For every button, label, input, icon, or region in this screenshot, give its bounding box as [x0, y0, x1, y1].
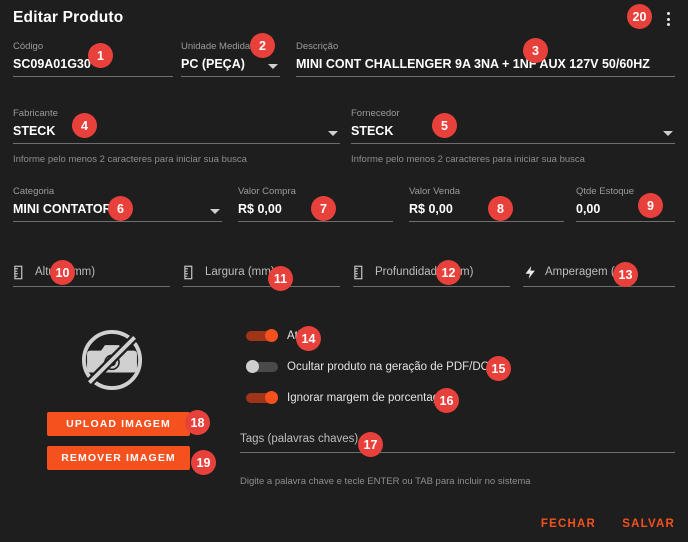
- valor-venda-label: Valor Venda: [409, 186, 461, 197]
- annotation-badge-19: 19: [191, 450, 216, 475]
- chevron-down-icon[interactable]: [210, 209, 220, 214]
- annotation-badge-1: 1: [88, 43, 113, 68]
- codigo-value: SC09A01G30: [13, 57, 91, 71]
- annotation-badge-13: 13: [613, 262, 638, 287]
- fornecedor-label: Fornecedor: [351, 108, 400, 119]
- annotation-badge-12: 12: [436, 260, 461, 285]
- fabricante-label: Fabricante: [13, 108, 58, 119]
- annotation-badge-17: 17: [358, 432, 383, 457]
- ruler-icon: [183, 265, 198, 280]
- annotation-badge-11: 11: [268, 266, 293, 291]
- categoria-value: MINI CONTATOR: [13, 202, 112, 216]
- largura-input[interactable]: Largura (mm): [183, 262, 340, 287]
- annotation-badge-7: 7: [311, 196, 336, 221]
- codigo-underline: [13, 76, 173, 77]
- annotation-badge-18: 18: [185, 410, 210, 435]
- descricao-field[interactable]: Descrição MINI CONT CHALLENGER 9A 3NA + …: [296, 41, 675, 77]
- annotation-badge-2: 2: [250, 33, 275, 58]
- toggle-ignorar-margem-label: Ignorar margem de porcentagem: [287, 391, 456, 404]
- toggle-switch[interactable]: [246, 360, 278, 373]
- fabricante-underline: [13, 143, 340, 144]
- fornecedor-hint: Informe pelo menos 2 caracteres para ini…: [351, 154, 585, 165]
- ruler-icon: [353, 265, 368, 280]
- valor-compra-field[interactable]: Valor Compra R$ 0,00: [238, 186, 393, 222]
- fabricante-hint: Informe pelo menos 2 caracteres para ini…: [13, 154, 247, 165]
- altura-input[interactable]: Altura (mm): [13, 262, 170, 287]
- kebab-menu-icon[interactable]: [661, 10, 675, 28]
- profundidade-underline: [353, 286, 510, 287]
- codigo-label: Código: [13, 41, 44, 52]
- annotation-badge-6: 6: [108, 196, 133, 221]
- page-title: Editar Produto: [13, 9, 124, 26]
- largura-placeholder: Largura (mm): [205, 266, 275, 278]
- ruler-icon: [13, 265, 28, 280]
- amperagem-placeholder: Amperagem (A): [545, 266, 627, 278]
- descricao-value: MINI CONT CHALLENGER 9A 3NA + 1NF AUX 12…: [296, 57, 650, 71]
- annotation-badge-10: 10: [50, 260, 75, 285]
- qtde-estoque-underline: [576, 221, 675, 222]
- qtde-estoque-label: Qtde Estoque: [576, 186, 635, 197]
- valor-compra-label: Valor Compra: [238, 186, 296, 197]
- remove-image-button[interactable]: REMOVER IMAGEM: [47, 446, 190, 470]
- descricao-underline: [296, 76, 675, 77]
- codigo-field[interactable]: Código SC09A01G30: [13, 41, 173, 77]
- lightning-bolt-icon: [523, 265, 538, 280]
- toggle-switch[interactable]: [246, 391, 278, 404]
- annotation-badge-5: 5: [432, 113, 457, 138]
- annotation-badge-20: 20: [627, 4, 652, 29]
- unidade-medida-underline: [181, 76, 280, 77]
- fabricante-select[interactable]: Fabricante STECK: [13, 108, 340, 144]
- toggle-switch[interactable]: [246, 329, 278, 342]
- categoria-underline: [13, 221, 222, 222]
- product-image-placeholder: [47, 320, 177, 400]
- valor-compra-value: R$ 0,00: [238, 202, 282, 216]
- annotation-badge-3: 3: [523, 38, 548, 63]
- qtde-estoque-value: 0,00: [576, 202, 601, 216]
- toggle-ocultar-pdf-label: Ocultar produto na geração de PDF/DOCX: [287, 360, 506, 373]
- upload-image-button[interactable]: UPLOAD IMAGEM: [47, 412, 190, 436]
- unidade-medida-value: PC (PEÇA): [181, 57, 245, 71]
- toggle-ignorar-margem[interactable]: Ignorar margem de porcentagem: [246, 391, 455, 404]
- annotation-badge-16: 16: [434, 388, 459, 413]
- tags-placeholder: Tags (palavras chaves): [240, 433, 359, 445]
- tags-underline: [240, 452, 675, 453]
- valor-venda-underline: [409, 221, 564, 222]
- chevron-down-icon[interactable]: [663, 131, 673, 136]
- altura-underline: [13, 286, 170, 287]
- amperagem-underline: [523, 286, 675, 287]
- largura-underline: [183, 286, 340, 287]
- close-button[interactable]: FECHAR: [540, 518, 596, 530]
- annotation-badge-9: 9: [638, 193, 663, 218]
- profundidade-input[interactable]: Profundidade (mm): [353, 262, 510, 287]
- dialog-header: Editar Produto: [0, 0, 688, 36]
- fornecedor-value: STECK: [351, 124, 394, 138]
- tags-input[interactable]: Tags (palavras chaves): [240, 433, 675, 453]
- valor-venda-value: R$ 0,00: [409, 202, 453, 216]
- fornecedor-select[interactable]: Fornecedor STECK: [351, 108, 675, 144]
- chevron-down-icon[interactable]: [328, 131, 338, 136]
- annotation-badge-8: 8: [488, 196, 513, 221]
- categoria-select[interactable]: Categoria MINI CONTATOR: [13, 186, 222, 222]
- qtde-estoque-field[interactable]: Qtde Estoque 0,00: [576, 186, 675, 222]
- no-camera-icon: [81, 329, 143, 391]
- fornecedor-underline: [351, 143, 675, 144]
- descricao-label: Descrição: [296, 41, 339, 52]
- unidade-medida-select[interactable]: Unidade Medida PC (PEÇA): [181, 41, 280, 77]
- chevron-down-icon[interactable]: [268, 64, 278, 69]
- annotation-badge-4: 4: [72, 113, 97, 138]
- amperagem-input[interactable]: Amperagem (A): [523, 262, 675, 287]
- tags-hint: Digite a palavra chave e tecle ENTER ou …: [240, 476, 531, 487]
- valor-venda-field[interactable]: Valor Venda R$ 0,00: [409, 186, 564, 222]
- unidade-medida-label: Unidade Medida: [181, 41, 251, 52]
- fabricante-value: STECK: [13, 124, 56, 138]
- annotation-badge-14: 14: [296, 326, 321, 351]
- save-button[interactable]: SALVAR: [622, 518, 675, 530]
- valor-compra-underline: [238, 221, 393, 222]
- categoria-label: Categoria: [13, 186, 55, 197]
- toggle-ocultar-pdf[interactable]: Ocultar produto na geração de PDF/DOCX: [246, 360, 506, 373]
- annotation-badge-15: 15: [486, 356, 511, 381]
